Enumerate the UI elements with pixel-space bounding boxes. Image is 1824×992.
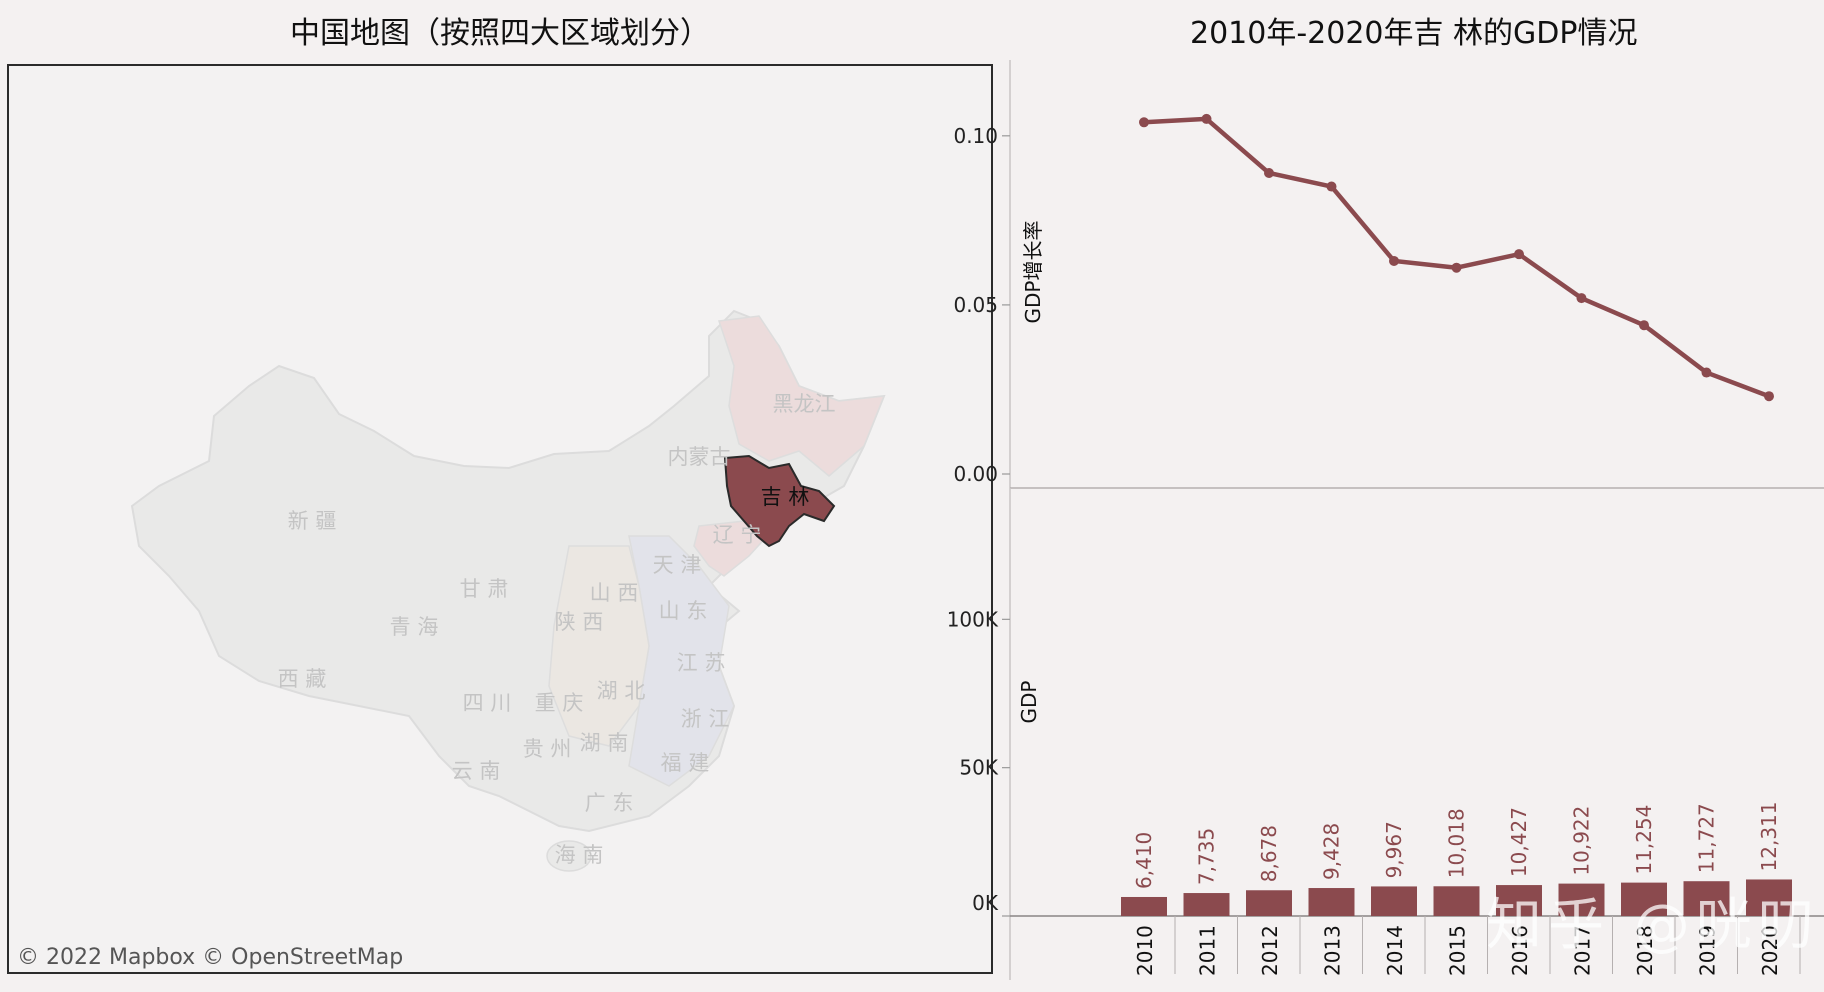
gdp-bar[interactable] bbox=[1683, 881, 1730, 916]
bar-y-tick-label: 50K bbox=[959, 756, 998, 780]
gdp-bar-label: 10,922 bbox=[1570, 806, 1594, 876]
x-tick-label: 2013 bbox=[1321, 925, 1345, 976]
gdp-bar[interactable] bbox=[1121, 896, 1167, 916]
map-copyright: © 2022 Mapbox © OpenStreetMap bbox=[17, 945, 403, 970]
central-region-shape[interactable] bbox=[548, 545, 650, 747]
province-label: 黑龙江 bbox=[773, 392, 836, 416]
province-label: 浙 江 bbox=[681, 707, 730, 731]
bar-y-axis-label: GDP bbox=[1017, 681, 1041, 724]
gdp-bar-label: 10,018 bbox=[1445, 808, 1469, 878]
province-label: 江 苏 bbox=[677, 651, 726, 675]
gdp-growth-point[interactable] bbox=[1264, 168, 1274, 179]
province-label: 内蒙古 bbox=[668, 445, 731, 469]
gdp-growth-point[interactable] bbox=[1389, 255, 1399, 266]
province-label: 贵 州 bbox=[523, 737, 572, 761]
province-label: 湖 北 bbox=[597, 679, 646, 703]
gdp-bar[interactable] bbox=[1246, 890, 1292, 916]
line-y-axis-label: GDP增长率 bbox=[1021, 221, 1045, 324]
province-label: 新 疆 bbox=[288, 509, 337, 533]
province-label: 湖 南 bbox=[580, 731, 629, 755]
x-tick-label: 2020 bbox=[1758, 925, 1782, 976]
mapbox-credit-link[interactable]: © 2022 Mapbox bbox=[17, 945, 196, 970]
province-label: 重 庆 bbox=[535, 691, 584, 715]
province-label: 云 南 bbox=[452, 759, 501, 783]
x-tick-label: 2012 bbox=[1258, 925, 1282, 976]
x-tick-label: 2016 bbox=[1508, 925, 1532, 976]
x-tick-label: 2017 bbox=[1571, 925, 1595, 976]
bar-y-tick-label: 0K bbox=[972, 891, 999, 915]
heilongjiang-shape[interactable] bbox=[717, 315, 886, 477]
line-y-tick-label: 0.00 bbox=[953, 462, 998, 486]
province-label: 四 川 bbox=[463, 691, 512, 715]
gdp-bar[interactable] bbox=[1746, 879, 1792, 916]
province-label: 福 建 bbox=[661, 751, 710, 775]
gdp-bar-label: 6,410 bbox=[1132, 832, 1156, 889]
gdp-bar[interactable] bbox=[1371, 886, 1417, 916]
province-label: 西 藏 bbox=[278, 667, 327, 691]
gdp-growth-point[interactable] bbox=[1514, 249, 1524, 260]
x-tick-label: 2014 bbox=[1383, 925, 1407, 976]
province-label: 天 津 bbox=[653, 553, 702, 577]
gdp-growth-line-chart: 0.10 0.05 0.00 GDP增长率 bbox=[953, 60, 1824, 489]
province-label: 海 南 bbox=[555, 843, 604, 867]
gdp-bar-label: 9,967 bbox=[1382, 821, 1406, 878]
gdp-bar[interactable] bbox=[1433, 886, 1480, 916]
gdp-growth-point[interactable] bbox=[1326, 181, 1337, 192]
chart-title: 2010年-2020年吉 林的GDP情况 bbox=[1190, 16, 1638, 51]
gdp-bar[interactable] bbox=[1496, 885, 1542, 916]
province-label: 陕 西 bbox=[555, 610, 604, 634]
x-tick-label: 2015 bbox=[1446, 925, 1470, 976]
gdp-bar-label: 9,428 bbox=[1320, 823, 1344, 880]
osm-credit-link[interactable]: © OpenStreetMap bbox=[202, 945, 404, 970]
x-tick-label: 2010 bbox=[1133, 925, 1157, 976]
gdp-growth-point[interactable] bbox=[1451, 262, 1462, 273]
bar-y-tick-label: 100K bbox=[947, 607, 999, 631]
gdp-bar-label: 8,678 bbox=[1257, 825, 1281, 882]
gdp-growth-line[interactable] bbox=[1143, 116, 1770, 399]
province-label: 广 东 bbox=[585, 791, 634, 815]
gdp-growth-point[interactable] bbox=[1576, 293, 1587, 304]
china-map[interactable]: 黑龙江内蒙古吉 林辽 宁 新 疆天 津甘 肃 山 西山 东青 海 陕 西西 藏 江 苏四… bbox=[7, 64, 993, 974]
hainan-shape[interactable] bbox=[546, 840, 592, 872]
x-tick-label: 2018 bbox=[1633, 925, 1657, 976]
gdp-bar-chart: 100K 50K 0K GDP 6,410 2010 7,735 2011 8,678 2012 9… bbox=[947, 488, 1824, 980]
line-y-tick-label: 0.10 bbox=[953, 124, 998, 148]
gdp-bar-label: 12,311 bbox=[1757, 801, 1781, 871]
province-label: 甘 肃 bbox=[460, 577, 509, 601]
gdp-bar[interactable] bbox=[1558, 883, 1605, 916]
gdp-bar-label: 10,427 bbox=[1507, 807, 1531, 877]
jilin-shape[interactable] bbox=[723, 454, 836, 548]
gdp-bar[interactable] bbox=[1183, 893, 1230, 916]
province-label: 青 海 bbox=[390, 615, 439, 639]
x-tick-label: 2019 bbox=[1696, 925, 1720, 976]
province-label: 吉 林 bbox=[761, 485, 810, 509]
watermark-text: 知乎 @咣叨 bbox=[1486, 893, 1820, 958]
province-label: 山 西 bbox=[590, 581, 639, 605]
gdp-bar-label: 11,254 bbox=[1632, 805, 1656, 875]
x-tick-label: 2011 bbox=[1196, 925, 1220, 976]
gdp-growth-point[interactable] bbox=[1201, 113, 1212, 124]
gdp-bar[interactable] bbox=[1308, 888, 1355, 916]
line-y-tick-label: 0.05 bbox=[953, 293, 998, 317]
gdp-growth-point[interactable] bbox=[1701, 367, 1712, 378]
gdp-growth-point[interactable] bbox=[1139, 117, 1149, 128]
gdp-bar-label: 7,735 bbox=[1195, 828, 1219, 885]
gdp-bar-label: 11,727 bbox=[1695, 803, 1719, 873]
map-title: 中国地图（按照四大区域划分） bbox=[290, 16, 710, 51]
province-label: 山 东 bbox=[659, 599, 708, 623]
gdp-growth-point[interactable] bbox=[1764, 391, 1774, 402]
gdp-bar[interactable] bbox=[1621, 882, 1667, 916]
gdp-growth-point[interactable] bbox=[1639, 320, 1649, 331]
province-label: 辽 宁 bbox=[713, 523, 762, 547]
